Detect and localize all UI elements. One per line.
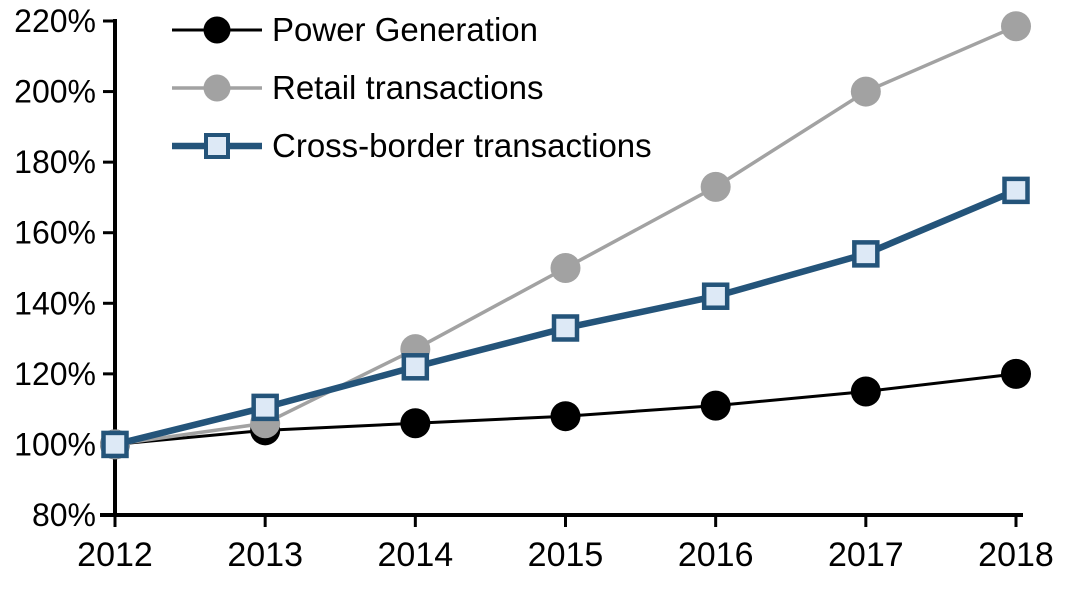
data-point-marker — [1001, 11, 1031, 42]
y-tick-label: 140% — [14, 285, 96, 321]
legend-sample-retail-transactions-icon — [172, 74, 262, 102]
legend-item-cross-border-transactions: Cross-border transactions — [171, 124, 652, 168]
legend-label-cross-border-transactions: Cross-border transactions — [272, 127, 652, 164]
data-point-marker — [850, 76, 881, 107]
x-tick-label: 2013 — [227, 536, 303, 574]
x-tick-label: 2017 — [828, 536, 904, 574]
legend-label-retail-transactions: Retail transactions — [272, 69, 544, 106]
legend-sample-cross-border-transactions-icon — [172, 133, 262, 159]
data-point-marker — [700, 171, 731, 202]
data-point-marker — [251, 393, 279, 422]
legend-sample-power-generation-icon — [172, 16, 262, 44]
x-tick-label: 2014 — [378, 536, 454, 574]
x-tick-label: 2015 — [528, 536, 604, 574]
data-point-marker — [551, 314, 580, 342]
y-tick-label: 160% — [14, 215, 96, 251]
x-tick-label: 2018 — [978, 536, 1054, 574]
y-tick-label: 180% — [14, 144, 96, 180]
x-tick-label: 2012 — [77, 536, 153, 574]
data-point-marker — [550, 253, 581, 283]
data-point-marker — [1001, 358, 1031, 389]
y-tick-label: 220% — [14, 3, 96, 39]
x-tick-label: 2016 — [678, 536, 754, 574]
y-tick-label: 100% — [14, 426, 96, 462]
data-point-marker — [700, 390, 731, 421]
y-tick-label: 80% — [32, 497, 96, 533]
data-point-marker — [550, 401, 581, 432]
y-tick-label: 120% — [14, 356, 96, 392]
data-point-marker — [400, 408, 431, 439]
legend-item-power-generation: Power Generation — [171, 8, 538, 52]
legend-label-power-generation: Power Generation — [272, 11, 538, 48]
data-point-marker — [701, 282, 730, 310]
y-tick-label: 200% — [14, 74, 96, 110]
legend-item-retail-transactions: Retail transactions — [171, 66, 543, 110]
data-point-marker — [101, 430, 129, 459]
data-point-marker — [401, 353, 430, 381]
data-point-marker — [1002, 176, 1030, 205]
data-point-marker — [850, 376, 881, 407]
data-point-marker — [852, 240, 880, 268]
